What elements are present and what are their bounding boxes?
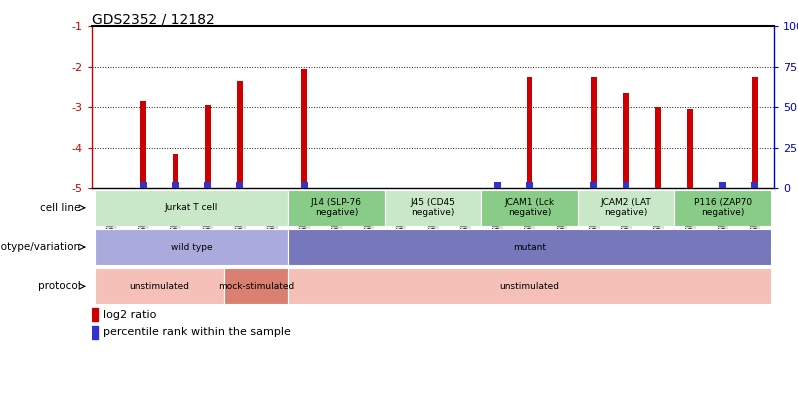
Text: GDS2352 / 12182: GDS2352 / 12182 [92,12,215,26]
Text: mutant: mutant [513,243,546,252]
Bar [172,182,179,188]
Bar [623,93,629,188]
Text: percentile rank within the sample: percentile rank within the sample [103,327,291,337]
Bar [591,77,597,188]
Text: Jurkat T cell: Jurkat T cell [165,203,218,212]
Text: J45 (CD45
negative): J45 (CD45 negative) [410,198,456,217]
Bar [526,182,533,188]
Bar [288,229,771,265]
Bar [719,182,726,188]
Text: protocol: protocol [38,281,81,291]
Text: JCAM2 (LAT
negative): JCAM2 (LAT negative) [601,198,651,217]
Bar [236,182,243,188]
Bar [288,190,385,226]
Text: mock-stimulated: mock-stimulated [218,282,294,291]
Text: JCAM1 (Lck
negative): JCAM1 (Lck negative) [504,198,555,217]
Text: unstimulated: unstimulated [129,282,189,291]
Bar [204,182,211,188]
Bar [688,109,693,188]
Bar [95,269,223,304]
Text: cell line: cell line [41,203,81,213]
Text: P116 (ZAP70
negative): P116 (ZAP70 negative) [693,198,752,217]
Bar [140,182,147,188]
Bar [622,182,630,188]
Bar [95,190,288,226]
Bar [655,107,661,188]
Bar [172,154,178,188]
Bar [752,77,757,188]
Bar [494,182,501,188]
Bar [591,182,598,188]
Bar [223,269,288,304]
Bar [205,105,211,188]
Text: J14 (SLP-76
negative): J14 (SLP-76 negative) [311,198,361,217]
Bar [578,190,674,226]
Bar [527,77,532,188]
Bar [751,182,758,188]
Bar [302,69,307,188]
Bar [301,182,308,188]
Text: log2 ratio: log2 ratio [103,310,156,320]
Text: unstimulated: unstimulated [500,282,559,291]
Bar [92,326,98,339]
Bar [140,101,146,188]
Bar [288,269,771,304]
Bar [481,190,578,226]
Bar [674,190,771,226]
Bar [92,308,98,322]
Text: genotype/variation: genotype/variation [0,242,81,252]
Bar [385,190,481,226]
Bar [237,81,243,188]
Text: wild type: wild type [171,243,212,252]
Bar [95,229,288,265]
